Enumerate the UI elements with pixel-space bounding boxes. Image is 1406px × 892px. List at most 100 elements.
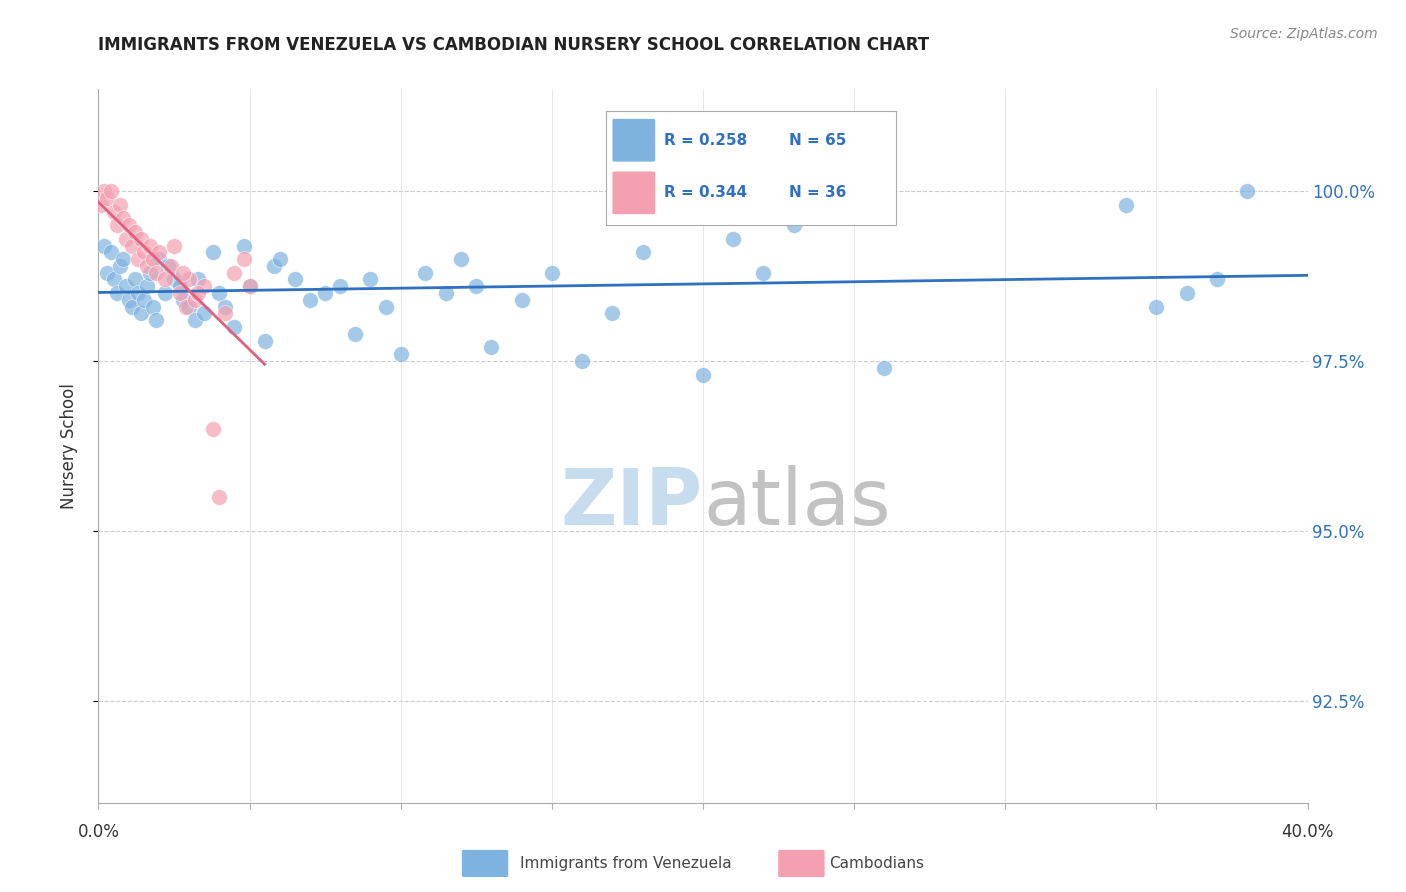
Point — [148, 245, 170, 260]
Point — [239, 279, 262, 293]
Point — [132, 245, 155, 260]
Point — [163, 238, 186, 252]
Point — [434, 286, 457, 301]
Point — [1236, 184, 1258, 198]
Point — [163, 272, 186, 286]
Point — [142, 252, 165, 266]
Point — [723, 232, 745, 246]
Point — [100, 245, 122, 260]
Point — [284, 272, 307, 286]
Point — [160, 259, 183, 273]
Point — [481, 341, 503, 355]
Point — [239, 279, 262, 293]
Point — [179, 300, 201, 314]
Point — [224, 320, 246, 334]
Point — [208, 490, 231, 504]
Point — [413, 266, 436, 280]
Point — [135, 279, 157, 293]
Point — [193, 279, 215, 293]
Point — [752, 266, 775, 280]
Point — [105, 286, 128, 301]
Point — [153, 272, 176, 286]
Point — [108, 198, 131, 212]
Point — [129, 306, 152, 320]
Point — [253, 334, 276, 348]
Point — [121, 300, 143, 314]
Point — [187, 286, 209, 301]
Point — [93, 238, 115, 252]
Point — [96, 191, 118, 205]
Point — [783, 218, 806, 232]
Point — [184, 313, 207, 327]
Point — [374, 300, 396, 314]
Point — [124, 272, 146, 286]
Point — [172, 293, 194, 307]
Point — [172, 266, 194, 280]
Point — [121, 238, 143, 252]
Point — [214, 306, 236, 320]
Point — [148, 252, 170, 266]
Point — [105, 218, 128, 232]
Point — [202, 422, 225, 436]
Point — [1175, 286, 1198, 301]
Point — [118, 218, 141, 232]
Point — [571, 354, 593, 368]
Point — [169, 279, 191, 293]
Point — [93, 184, 115, 198]
Point — [360, 272, 382, 286]
Point — [96, 266, 118, 280]
Point — [132, 293, 155, 307]
Point — [602, 306, 624, 320]
Text: Immigrants from Venezuela: Immigrants from Venezuela — [520, 856, 733, 871]
Point — [111, 252, 134, 266]
Point — [111, 211, 134, 226]
Point — [179, 272, 201, 286]
Point — [139, 238, 162, 252]
Point — [232, 238, 254, 252]
Point — [631, 245, 654, 260]
Text: ZIP: ZIP — [561, 465, 703, 541]
Point — [314, 286, 336, 301]
Point — [187, 272, 209, 286]
Point — [90, 198, 112, 212]
Y-axis label: Nursery School: Nursery School — [59, 383, 77, 509]
Point — [127, 286, 149, 301]
Point — [145, 266, 167, 280]
Text: Source: ZipAtlas.com: Source: ZipAtlas.com — [1230, 27, 1378, 41]
Point — [224, 266, 246, 280]
Point — [540, 266, 562, 280]
Point — [118, 293, 141, 307]
Point — [114, 279, 136, 293]
Point — [208, 286, 231, 301]
Text: atlas: atlas — [703, 465, 890, 541]
Point — [1206, 272, 1229, 286]
Point — [184, 293, 207, 307]
Point — [114, 232, 136, 246]
Point — [100, 184, 122, 198]
Point — [873, 360, 896, 375]
Point — [156, 259, 179, 273]
Point — [108, 259, 131, 273]
Point — [153, 286, 176, 301]
Point — [344, 326, 367, 341]
Point — [145, 313, 167, 327]
Point — [465, 279, 488, 293]
Text: 40.0%: 40.0% — [1281, 823, 1334, 841]
Point — [169, 286, 191, 301]
Point — [174, 300, 197, 314]
Text: 0.0%: 0.0% — [77, 823, 120, 841]
Point — [103, 204, 125, 219]
Point — [269, 252, 291, 266]
Point — [142, 300, 165, 314]
Text: IMMIGRANTS FROM VENEZUELA VS CAMBODIAN NURSERY SCHOOL CORRELATION CHART: IMMIGRANTS FROM VENEZUELA VS CAMBODIAN N… — [98, 36, 929, 54]
Text: Cambodians: Cambodians — [830, 856, 925, 871]
Point — [214, 300, 236, 314]
Point — [139, 266, 162, 280]
Point — [450, 252, 472, 266]
Point — [193, 306, 215, 320]
Point — [124, 225, 146, 239]
Point — [263, 259, 285, 273]
Point — [232, 252, 254, 266]
Point — [1144, 300, 1167, 314]
Point — [389, 347, 412, 361]
